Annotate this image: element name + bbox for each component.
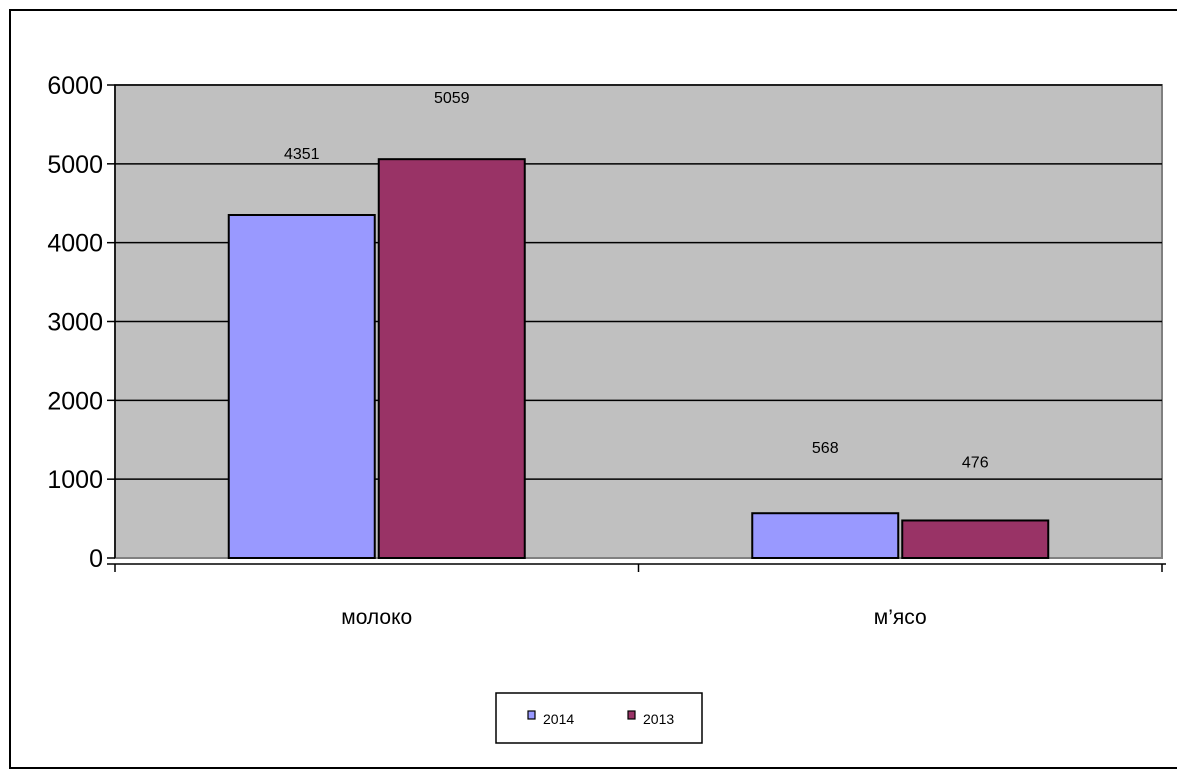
y-tick-label: 1000 [47,466,103,494]
bar-2013-1 [377,158,526,559]
bar-chart: 0 1000 2000 3000 4000 5000 6000 4351 5059 молоко 5… [47,72,1166,744]
legend-swatch-2013 [627,710,636,720]
data-label: 476 [962,454,989,471]
y-tick-label: 0 [89,545,103,573]
data-label: 5059 [434,90,470,107]
data-label: 4351 [284,146,320,163]
x-category-label: молоко [341,606,412,629]
y-tick-label: 4000 [47,230,103,258]
x-category-label: м’ясо [874,606,927,629]
bar-2013-2 [901,519,1050,560]
y-tick-label: 3000 [47,309,103,337]
y-tick-label: 6000 [47,72,103,100]
legend-swatch-2014 [527,710,536,720]
y-tick-label: 2000 [47,387,103,415]
bar-2014-1 [227,213,376,560]
bar-2014-2 [751,512,900,559]
legend-label: 2013 [643,711,674,727]
data-label: 568 [812,440,839,457]
legend-label: 2014 [543,711,574,727]
y-tick-label: 5000 [47,151,103,179]
